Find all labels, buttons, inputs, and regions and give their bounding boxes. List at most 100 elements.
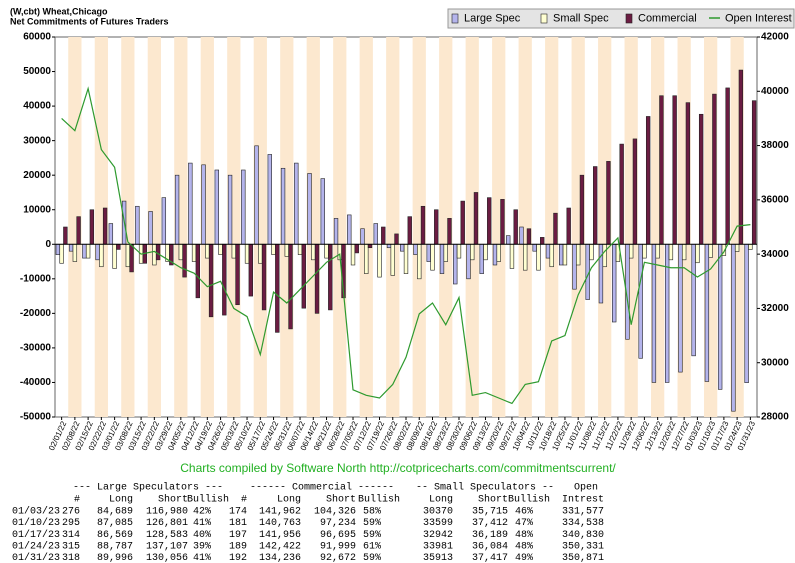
bar [536, 243, 541, 271]
bar [532, 243, 537, 252]
table-column-header: Short [158, 494, 188, 506]
bar [483, 243, 488, 261]
bar [267, 154, 272, 245]
table-cell: 331,577 [562, 507, 604, 518]
bar [470, 243, 475, 261]
bar [360, 228, 365, 245]
bar [377, 243, 382, 278]
bar [148, 211, 153, 245]
bar [628, 243, 634, 259]
table-cell: 128,583 [146, 530, 188, 541]
bar [576, 243, 581, 266]
table-cell: 01/31/23 [12, 552, 60, 563]
table-cell: 174 [229, 507, 247, 518]
bar [55, 243, 61, 255]
bar [479, 243, 484, 274]
bar [540, 237, 545, 245]
bar [155, 243, 161, 261]
table-cell: 36,084 [472, 541, 508, 552]
table-cell: 41% [193, 553, 211, 563]
bar [655, 243, 660, 259]
bar [664, 243, 670, 383]
table-cell: 130,056 [146, 553, 188, 563]
legend-swatch [451, 13, 459, 24]
y-tick-label: -20000 [20, 308, 52, 319]
table-cell: 141,956 [259, 530, 301, 541]
table-cell: 192 [229, 553, 247, 563]
table-column-header: Long [277, 495, 301, 506]
week-band [492, 37, 506, 417]
bar [659, 95, 664, 245]
week-band [439, 37, 453, 417]
table-column-header: Long [109, 495, 133, 506]
week-band [200, 37, 214, 417]
bar [135, 205, 140, 245]
table-cell: 314 [62, 530, 80, 541]
bar [473, 192, 479, 245]
week-band [518, 37, 532, 417]
bar [364, 243, 369, 274]
bar [68, 243, 74, 252]
y2-tick-label: 34000 [761, 249, 789, 260]
bar [214, 169, 219, 245]
table-cell: 116,980 [146, 507, 188, 518]
bar [712, 93, 717, 245]
bar [116, 243, 121, 250]
table-cell: 46% [515, 507, 533, 518]
table-cell: 41% [193, 518, 211, 529]
week-band [412, 37, 426, 417]
y2-tick-label: 36000 [761, 194, 789, 205]
table-cell: 189 [229, 541, 247, 552]
table-cell: 142,422 [259, 541, 301, 552]
bar [443, 243, 448, 262]
table-group-header: -- Small Speculators -- [416, 482, 554, 494]
bar [294, 162, 299, 245]
legend-swatch [540, 13, 548, 24]
bar [284, 243, 289, 257]
bar [328, 243, 333, 311]
table-cell: 33599 [423, 518, 453, 529]
bar [76, 216, 81, 245]
table-cell: 276 [62, 507, 80, 518]
table-cell: 33981 [423, 541, 453, 552]
table-cell: 350,871 [562, 553, 604, 563]
legend-label: Large Spec [464, 12, 521, 24]
bar [698, 113, 704, 245]
table-cell: 87,085 [97, 518, 133, 529]
bar [231, 243, 236, 259]
table-cell: 97,234 [320, 518, 356, 529]
bar [275, 243, 280, 333]
bar [704, 243, 710, 382]
bar [668, 243, 674, 261]
table-cell: 01/03/23 [12, 506, 60, 518]
bar [426, 243, 431, 262]
bar [82, 243, 87, 259]
bar [695, 243, 700, 264]
bar [681, 243, 687, 261]
table-cell: 37,417 [472, 553, 508, 563]
bar [59, 243, 64, 264]
bar [434, 209, 439, 245]
bar [545, 243, 551, 259]
table-column-header: Bullish [358, 494, 400, 506]
bar [549, 243, 554, 268]
bar [381, 226, 386, 245]
bar [280, 167, 286, 245]
table-cell: 96,695 [320, 530, 356, 541]
bar [642, 243, 647, 259]
chart-title: (W,cbt) Wheat,Chicago [10, 6, 108, 16]
bar [320, 178, 325, 245]
bar [390, 243, 395, 276]
legend-label: Small Spec [553, 12, 609, 24]
bar [453, 243, 458, 285]
legend-label: Commercial [638, 12, 697, 24]
bar [63, 226, 68, 245]
line-series [61, 86, 751, 405]
table-column-header: Short [326, 494, 356, 506]
table-cell: 340,830 [562, 530, 604, 541]
table-cell: 47% [515, 518, 533, 529]
bar [108, 223, 114, 245]
bar [413, 243, 418, 255]
bar [244, 243, 250, 264]
bar [645, 116, 651, 245]
